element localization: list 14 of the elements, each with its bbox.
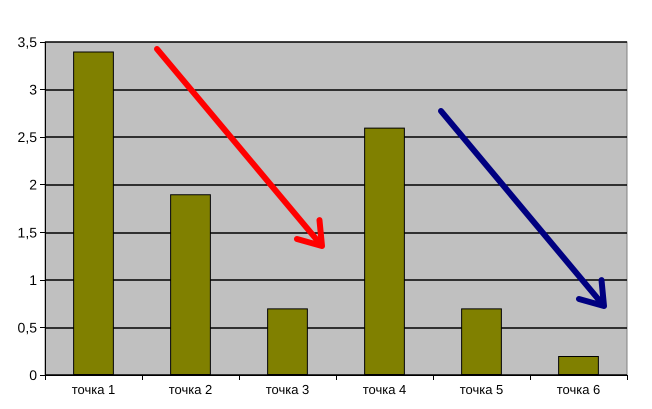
x-tick-label: точка 5 [460, 382, 504, 397]
y-tick-label: 0 [29, 367, 38, 383]
y-tick-label: 1,5 [18, 224, 38, 240]
x-tick-label: точка 6 [556, 382, 600, 397]
y-tick-label: 1 [29, 272, 38, 288]
y-tick-label: 3 [29, 82, 38, 98]
x-tick-label: точка 4 [362, 382, 406, 397]
x-tick-label: точка 1 [72, 382, 116, 397]
y-tick-label: 2 [29, 176, 38, 193]
y-tick-label: 0,5 [18, 319, 38, 336]
x-tick-label: точка 3 [266, 382, 310, 397]
x-tick-label: точка 2 [168, 382, 212, 397]
y-tick-label: 2,5 [18, 129, 38, 146]
y-tick-label: 3,5 [18, 34, 38, 50]
